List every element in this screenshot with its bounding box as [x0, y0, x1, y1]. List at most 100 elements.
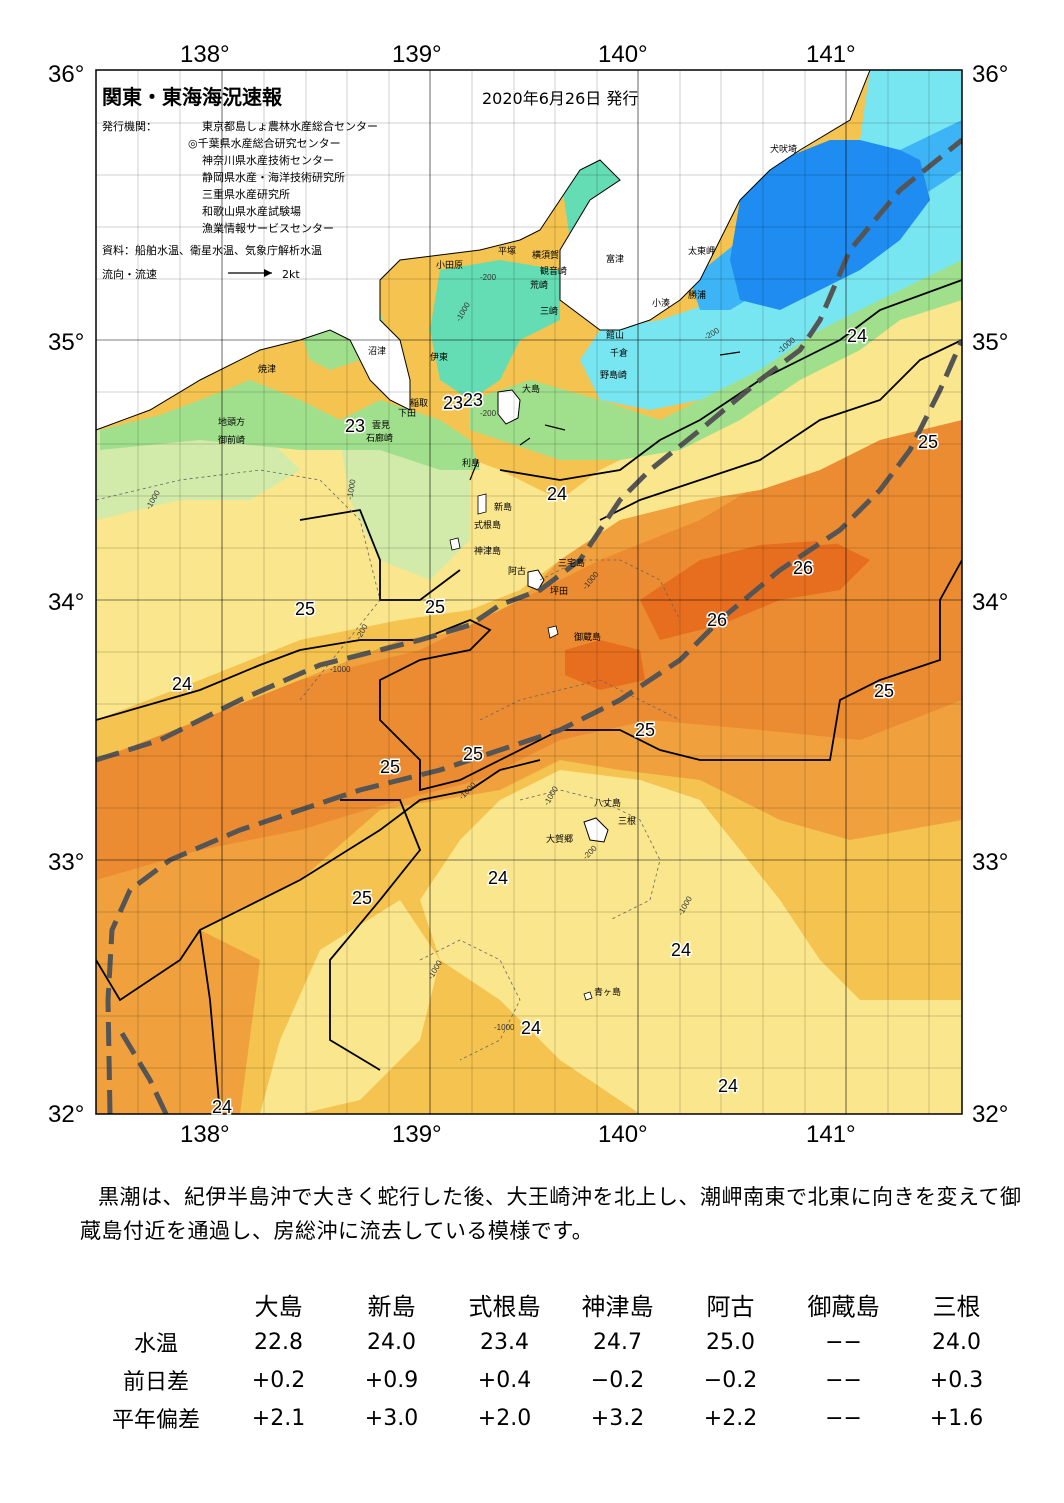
column-header: 神津島 — [581, 1292, 654, 1321]
place-label: 大賀郷 — [546, 833, 573, 845]
isotherm-label: 26 — [707, 610, 727, 630]
table-row: 平年偏差 +2.1 +3.0 +2.0 +3.2 +2.2 −− +1.6 — [90, 1399, 1013, 1437]
place-label: 館山 — [606, 329, 624, 341]
table-cell: +2.2 — [703, 1405, 758, 1431]
depth-label: -1000 — [330, 665, 351, 674]
table-header-row: 大島 新島 式根島 神津島 阿古 御蔵島 三根 — [90, 1285, 1013, 1323]
depth-label: -200 — [480, 273, 497, 282]
depth-label: -1000 — [494, 1023, 515, 1032]
isotherm-label: 25 — [425, 597, 445, 617]
temperature-region — [430, 260, 560, 400]
issuer: ◎千葉県水産総合研究センター — [188, 136, 341, 150]
table-cell: 24.0 — [367, 1329, 416, 1355]
isotherm-label: 24 — [718, 1076, 738, 1096]
isotherm-label: 24 — [547, 484, 567, 504]
place-label: 勝浦 — [688, 289, 706, 301]
place-label: 平塚 — [498, 246, 516, 257]
lat-label-right: 33° — [972, 849, 1008, 876]
isotherm-label: 24 — [488, 868, 508, 888]
lon-label-bottom: 140° — [598, 1121, 648, 1148]
summary-text: 黒潮は、紀伊半島沖で大きく蛇行した後、大王崎沖を北上し、潮岬南東で北東に向きを変… — [80, 1180, 1040, 1248]
issuer: 和歌山県水産試験場 — [202, 204, 301, 218]
temperature-region — [860, 70, 962, 150]
place-label: 千倉 — [610, 347, 628, 359]
temperature-region — [800, 505, 900, 545]
temperature-region — [730, 140, 930, 310]
table-cell: +0.9 — [364, 1367, 419, 1393]
place-label: 御蔵島 — [574, 631, 601, 643]
table-cell: +0.4 — [477, 1367, 532, 1393]
isotherm-label: 25 — [463, 744, 483, 764]
issuer: 神奈川県水産技術センター — [202, 153, 334, 167]
row-label: 前日差 — [122, 1370, 189, 1395]
place-label: 御前崎 — [218, 434, 245, 446]
lat-label-right: 35° — [972, 329, 1008, 356]
isotherm-label: 25 — [352, 888, 372, 908]
table-cell: 24.0 — [932, 1329, 981, 1355]
observation-table: 大島 新島 式根島 神津島 阿古 御蔵島 三根 水温 22.8 24.0 23.… — [90, 1285, 1013, 1437]
row-label: 平年偏差 — [111, 1408, 200, 1433]
isotherm-label: 25 — [380, 757, 400, 777]
sea-temperature-map: 138° 139° 140° 141° 138° 139° 140° 141° … — [48, 41, 1008, 1148]
lon-label-bottom: 138° — [180, 1121, 230, 1148]
place-label: 犬吠埼 — [770, 143, 797, 155]
table-cell: 22.8 — [254, 1329, 303, 1355]
temperature-region — [420, 770, 962, 1114]
temperature-region — [565, 640, 645, 690]
lat-label-left: 33° — [48, 849, 84, 876]
lat-label-left: 32° — [48, 1101, 84, 1128]
place-label: 富津 — [606, 253, 624, 265]
data-source: 資料：船舶水温、衛星水温、気象庁解析水温 — [102, 243, 322, 257]
place-label: 地頭方 — [218, 416, 245, 428]
issuer: 東京都島しょ農林水産総合センター — [202, 119, 378, 133]
lon-label-top: 140° — [598, 41, 648, 68]
place-label: 青ヶ島 — [594, 986, 621, 998]
lon-label-top: 139° — [392, 41, 442, 68]
temperature-region — [340, 440, 470, 580]
isotherm-label: 24 — [212, 1097, 232, 1117]
isotherm-label: 24 — [671, 940, 691, 960]
table-cell: −0.2 — [590, 1367, 645, 1393]
temperature-region — [100, 380, 480, 470]
place-label: 伊東 — [430, 351, 448, 363]
isotherm-label: 25 — [635, 720, 655, 740]
place-label: 雲見 — [372, 420, 390, 431]
lat-label-right: 36° — [972, 61, 1008, 88]
place-label: 大島 — [522, 383, 540, 395]
axis-labels: 138° 139° 140° 141° 138° 139° 140° 141° … — [48, 41, 1008, 1148]
table-cell: 24.7 — [593, 1329, 642, 1355]
table-cell: +0.2 — [251, 1367, 306, 1393]
place-label: 式根島 — [474, 519, 501, 531]
lon-label-bottom: 141° — [806, 1121, 856, 1148]
place-label: 焼津 — [258, 364, 276, 375]
place-label: 三根 — [618, 815, 636, 827]
summary-paragraph: 黒潮は、紀伊半島沖で大きく蛇行した後、大王崎沖を北上し、潮岬南東で北東に向きを変… — [80, 1185, 1022, 1243]
place-label: 太東岬 — [688, 245, 715, 257]
table-row: 前日差 +0.2 +0.9 +0.4 −0.2 −0.2 −− +0.3 — [90, 1361, 1013, 1399]
table-cell: −− — [825, 1329, 862, 1355]
landmass — [583, 817, 609, 843]
lat-label-right: 34° — [972, 589, 1008, 616]
place-label: 横須賀 — [532, 249, 559, 261]
isotherm-labels: 23 23 23 24 24 24 24 24 24 25 25 25 25 2… — [171, 325, 940, 1119]
table-cell: +3.0 — [364, 1405, 419, 1431]
lon-label-top: 141° — [806, 41, 856, 68]
table-cell: −− — [825, 1367, 862, 1393]
table-cell: +0.3 — [929, 1367, 984, 1393]
temperature-region — [96, 260, 962, 720]
lat-label-left: 36° — [48, 61, 84, 88]
kuroshio-axis — [96, 138, 962, 1114]
place-label: 荒崎 — [530, 279, 548, 291]
flow-legend-arrowhead — [264, 269, 272, 277]
depth-lines — [96, 469, 681, 1061]
place-label: 坪田 — [550, 586, 568, 597]
isotherm-label: 23 — [463, 390, 483, 410]
isotherm-label: 25 — [874, 681, 894, 701]
column-header: 阿古 — [706, 1292, 755, 1321]
lat-label-left: 35° — [48, 329, 84, 356]
issue-date: 2020年6月26日 発行 — [482, 89, 638, 108]
issuer: 三重県水産研究所 — [202, 187, 290, 201]
lon-label-top: 138° — [180, 41, 230, 68]
isotherm-label: 24 — [172, 674, 192, 694]
place-label: 三崎 — [540, 305, 558, 317]
